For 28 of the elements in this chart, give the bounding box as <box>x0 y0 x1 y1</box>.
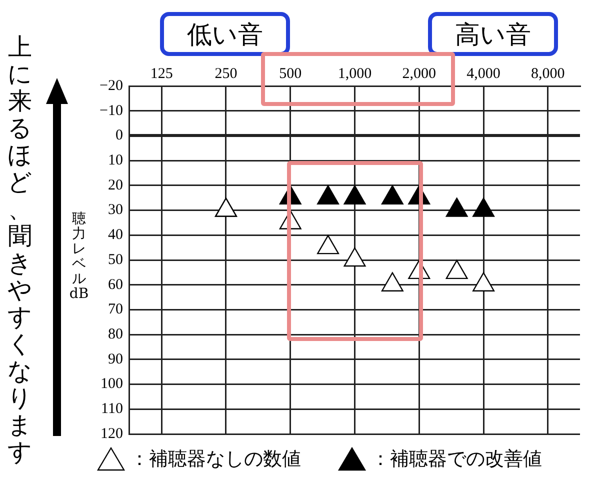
y-tick-label: 80 <box>108 326 123 343</box>
text: 低い音 <box>160 12 290 56</box>
y-tick-label: 20 <box>108 177 123 194</box>
y-tick-label: 70 <box>108 302 123 318</box>
y-tick-label: 110 <box>101 401 123 418</box>
y-tick-label: 100 <box>100 376 123 392</box>
y-tick-label: 0 <box>116 128 123 144</box>
x-tick-label: 4,000 <box>466 66 500 82</box>
text: 上に来るほど、聞きやすくなります <box>8 33 32 466</box>
x-tick-label: 500 <box>279 66 302 82</box>
legend-label: ：補聴器なしの数値 <box>130 447 301 472</box>
x-tick-label: 250 <box>214 66 238 82</box>
x-tick-label: 2,000 <box>402 66 436 82</box>
y-tick-label: −20 <box>100 78 123 94</box>
x-tick-label: 8,000 <box>531 66 565 82</box>
y-tick-label: 120 <box>100 426 123 442</box>
y-tick-label: 60 <box>108 276 123 293</box>
y-tick-label: 90 <box>108 351 123 368</box>
x-tick-label: 125 <box>150 66 173 82</box>
y-tick-label: 50 <box>108 252 123 268</box>
y-tick-label: 30 <box>108 202 123 218</box>
x-tick-label: 1,000 <box>338 66 372 82</box>
y-tick-label: 10 <box>108 152 123 169</box>
y-axis-title: 聴力レベルdB <box>68 211 90 302</box>
y-tick-label: 40 <box>108 227 123 244</box>
legend-label: ：補聴器での改善値 <box>371 447 542 472</box>
y-tick-label: −10 <box>100 102 123 119</box>
text: 高い音 <box>428 12 558 56</box>
